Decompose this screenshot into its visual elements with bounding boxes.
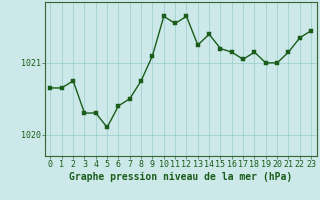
X-axis label: Graphe pression niveau de la mer (hPa): Graphe pression niveau de la mer (hPa) — [69, 172, 292, 182]
